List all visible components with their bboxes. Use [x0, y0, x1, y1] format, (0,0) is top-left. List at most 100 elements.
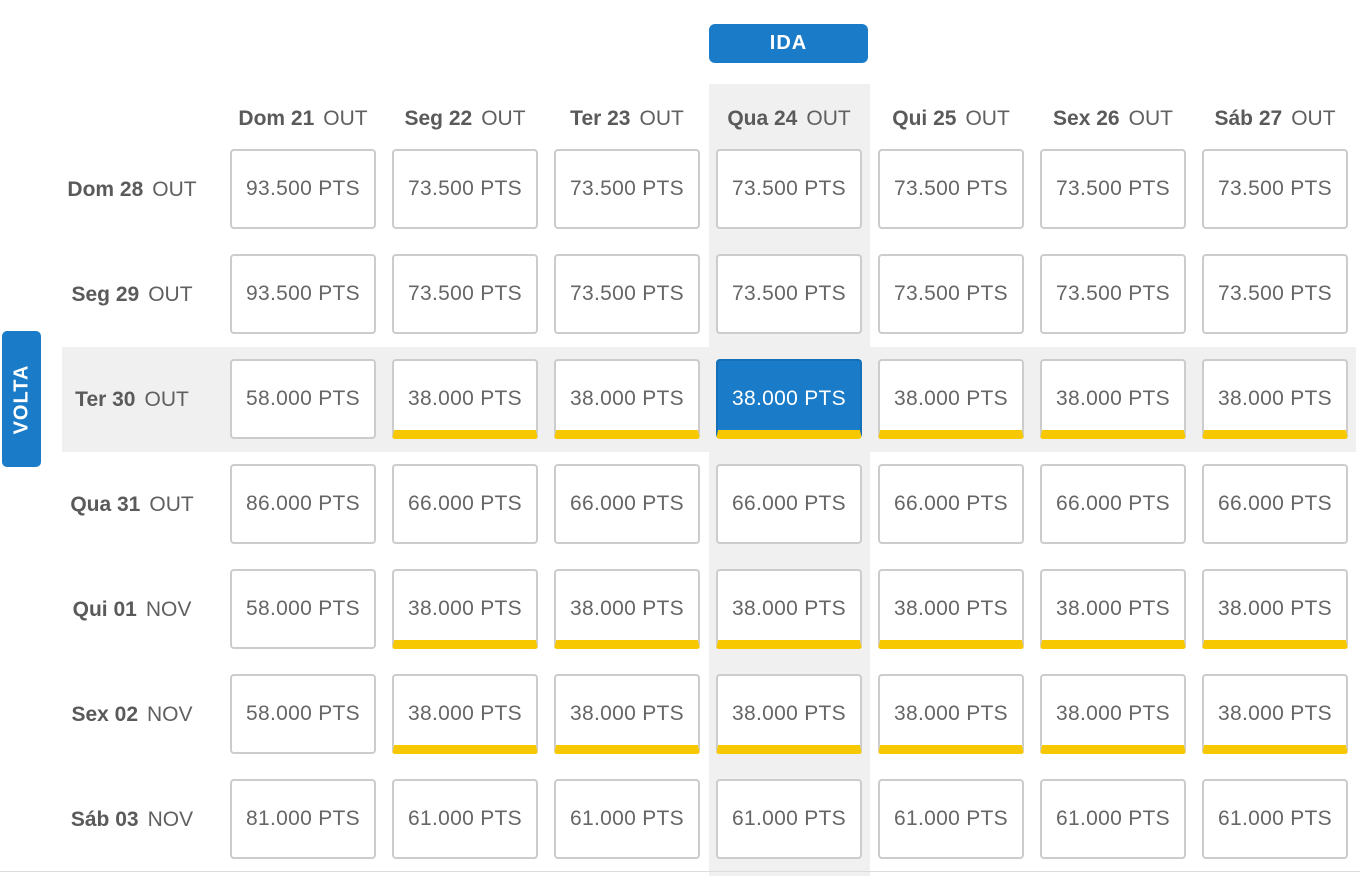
- return-date-header: Sex 02 NOV: [52, 674, 212, 756]
- fare-unit: PTS: [1290, 492, 1332, 515]
- fare-value: 38.000: [570, 597, 637, 620]
- return-date-header: Seg 29 OUT: [52, 254, 212, 336]
- fare-cell[interactable]: 38.000 PTS: [716, 569, 862, 649]
- return-day-label: Qui 01: [72, 598, 137, 621]
- fare-cell[interactable]: 73.500 PTS: [392, 149, 538, 229]
- fare-cell[interactable]: 58.000 PTS: [230, 674, 376, 754]
- fare-cell[interactable]: 61.000 PTS: [716, 779, 862, 859]
- fare-unit: PTS: [1290, 597, 1332, 620]
- fare-cell[interactable]: 38.000 PTS: [392, 569, 538, 649]
- fare-cell[interactable]: 58.000 PTS: [230, 359, 376, 439]
- fare-value: 38.000: [894, 387, 961, 410]
- fare-unit: PTS: [1128, 597, 1170, 620]
- fare-cell[interactable]: 73.500 PTS: [878, 149, 1024, 229]
- fare-cell[interactable]: 73.500 PTS: [1202, 149, 1348, 229]
- departure-date-header: Qui 25 OUT: [871, 103, 1031, 135]
- fare-unit: PTS: [966, 702, 1008, 725]
- fare-value: 38.000: [1056, 702, 1123, 725]
- fare-unit: PTS: [1290, 177, 1332, 200]
- fare-unit: PTS: [804, 492, 846, 515]
- departure-month-label: OUT: [481, 107, 526, 130]
- fare-cell[interactable]: 66.000 PTS: [1040, 464, 1186, 544]
- departure-date-header: Seg 22 OUT: [385, 103, 545, 135]
- return-month-label: OUT: [148, 283, 193, 306]
- fare-cell[interactable]: 86.000 PTS: [230, 464, 376, 544]
- fare-cell[interactable]: 38.000 PTS: [716, 674, 862, 754]
- fare-cell[interactable]: 38.000 PTS: [1040, 674, 1186, 754]
- return-date-header: Qui 01 NOV: [52, 569, 212, 651]
- return-month-label: NOV: [145, 598, 192, 621]
- fare-unit: PTS: [642, 597, 684, 620]
- fare-cell[interactable]: 66.000 PTS: [392, 464, 538, 544]
- fare-cell[interactable]: 73.500 PTS: [554, 254, 700, 334]
- fare-cell[interactable]: 38.000 PTS: [392, 674, 538, 754]
- fare-cell[interactable]: 73.500 PTS: [716, 149, 862, 229]
- fare-cell[interactable]: 38.000 PTS: [1202, 359, 1348, 439]
- fare-value: 38.000: [408, 702, 475, 725]
- departure-month-label: OUT: [323, 107, 368, 130]
- fare-cell[interactable]: 38.000 PTS: [878, 674, 1024, 754]
- fare-cell[interactable]: 38.000 PTS: [878, 359, 1024, 439]
- fare-value: 73.500: [732, 177, 799, 200]
- fare-cell[interactable]: 61.000 PTS: [392, 779, 538, 859]
- fare-cell[interactable]: 73.500 PTS: [1040, 149, 1186, 229]
- fare-cell[interactable]: 38.000 PTS: [878, 569, 1024, 649]
- fare-cell[interactable]: 73.500 PTS: [1202, 254, 1348, 334]
- fare-unit: PTS: [642, 807, 684, 830]
- fare-cell[interactable]: 66.000 PTS: [878, 464, 1024, 544]
- fare-cell[interactable]: 66.000 PTS: [1202, 464, 1348, 544]
- fare-value: 73.500: [1218, 177, 1285, 200]
- fare-cell[interactable]: 38.000 PTS: [392, 359, 538, 439]
- fare-cell[interactable]: 73.500 PTS: [1040, 254, 1186, 334]
- fare-value: 66.000: [894, 492, 961, 515]
- fare-cell[interactable]: 66.000 PTS: [716, 464, 862, 544]
- fare-unit: PTS: [642, 387, 684, 410]
- fare-cell[interactable]: 73.500 PTS: [392, 254, 538, 334]
- fare-value: 73.500: [894, 282, 961, 305]
- fare-unit: PTS: [642, 492, 684, 515]
- departure-day-label: Sáb 27: [1214, 107, 1283, 130]
- fare-cell[interactable]: 38.000 PTS: [1040, 359, 1186, 439]
- fare-cell[interactable]: 61.000 PTS: [554, 779, 700, 859]
- fare-unit: PTS: [966, 807, 1008, 830]
- fare-cell[interactable]: 93.500 PTS: [230, 149, 376, 229]
- fare-value: 58.000: [246, 702, 313, 725]
- departure-day-label: Seg 22: [404, 107, 473, 130]
- fare-unit: PTS: [318, 387, 360, 410]
- fare-cell[interactable]: 58.000 PTS: [230, 569, 376, 649]
- fare-cell[interactable]: 81.000 PTS: [230, 779, 376, 859]
- fare-cell[interactable]: 38.000 PTS: [1040, 569, 1186, 649]
- fare-cell[interactable]: 73.500 PTS: [878, 254, 1024, 334]
- fare-cell[interactable]: 61.000 PTS: [878, 779, 1024, 859]
- fare-value: 73.500: [570, 282, 637, 305]
- fare-cell[interactable]: 73.500 PTS: [554, 149, 700, 229]
- fare-cell[interactable]: 66.000 PTS: [554, 464, 700, 544]
- fare-value: 38.000: [732, 597, 799, 620]
- fare-value: 73.500: [732, 282, 799, 305]
- fare-value: 38.000: [894, 702, 961, 725]
- return-day-label: Ter 30: [75, 388, 136, 411]
- departure-date-header: Qua 24 OUT: [709, 103, 869, 135]
- return-date-header: Ter 30 OUT: [52, 359, 212, 441]
- return-date-header: Dom 28 OUT: [52, 149, 212, 231]
- fare-cell[interactable]: 38.000 PTS: [1202, 569, 1348, 649]
- fare-cell[interactable]: 73.500 PTS: [716, 254, 862, 334]
- fare-cell[interactable]: 38.000 PTS: [1202, 674, 1348, 754]
- fare-cell[interactable]: 38.000 PTS: [554, 359, 700, 439]
- fare-unit: PTS: [1290, 807, 1332, 830]
- fare-cell[interactable]: 61.000 PTS: [1040, 779, 1186, 859]
- fare-cell[interactable]: 93.500 PTS: [230, 254, 376, 334]
- fare-unit: PTS: [804, 177, 846, 200]
- fare-cell[interactable]: 38.000 PTS: [554, 569, 700, 649]
- fare-unit: PTS: [318, 282, 360, 305]
- ida-label: IDA: [709, 24, 868, 63]
- fare-cell-selected[interactable]: 38.000 PTS: [716, 359, 862, 439]
- fare-unit: PTS: [318, 807, 360, 830]
- return-day-label: Seg 29: [71, 283, 140, 306]
- fare-unit: PTS: [966, 282, 1008, 305]
- fare-value: 93.500: [246, 177, 313, 200]
- departure-day-label: Sex 26: [1053, 107, 1120, 130]
- fare-cell[interactable]: 61.000 PTS: [1202, 779, 1348, 859]
- volta-label-badge: VOLTA: [2, 331, 41, 467]
- fare-cell[interactable]: 38.000 PTS: [554, 674, 700, 754]
